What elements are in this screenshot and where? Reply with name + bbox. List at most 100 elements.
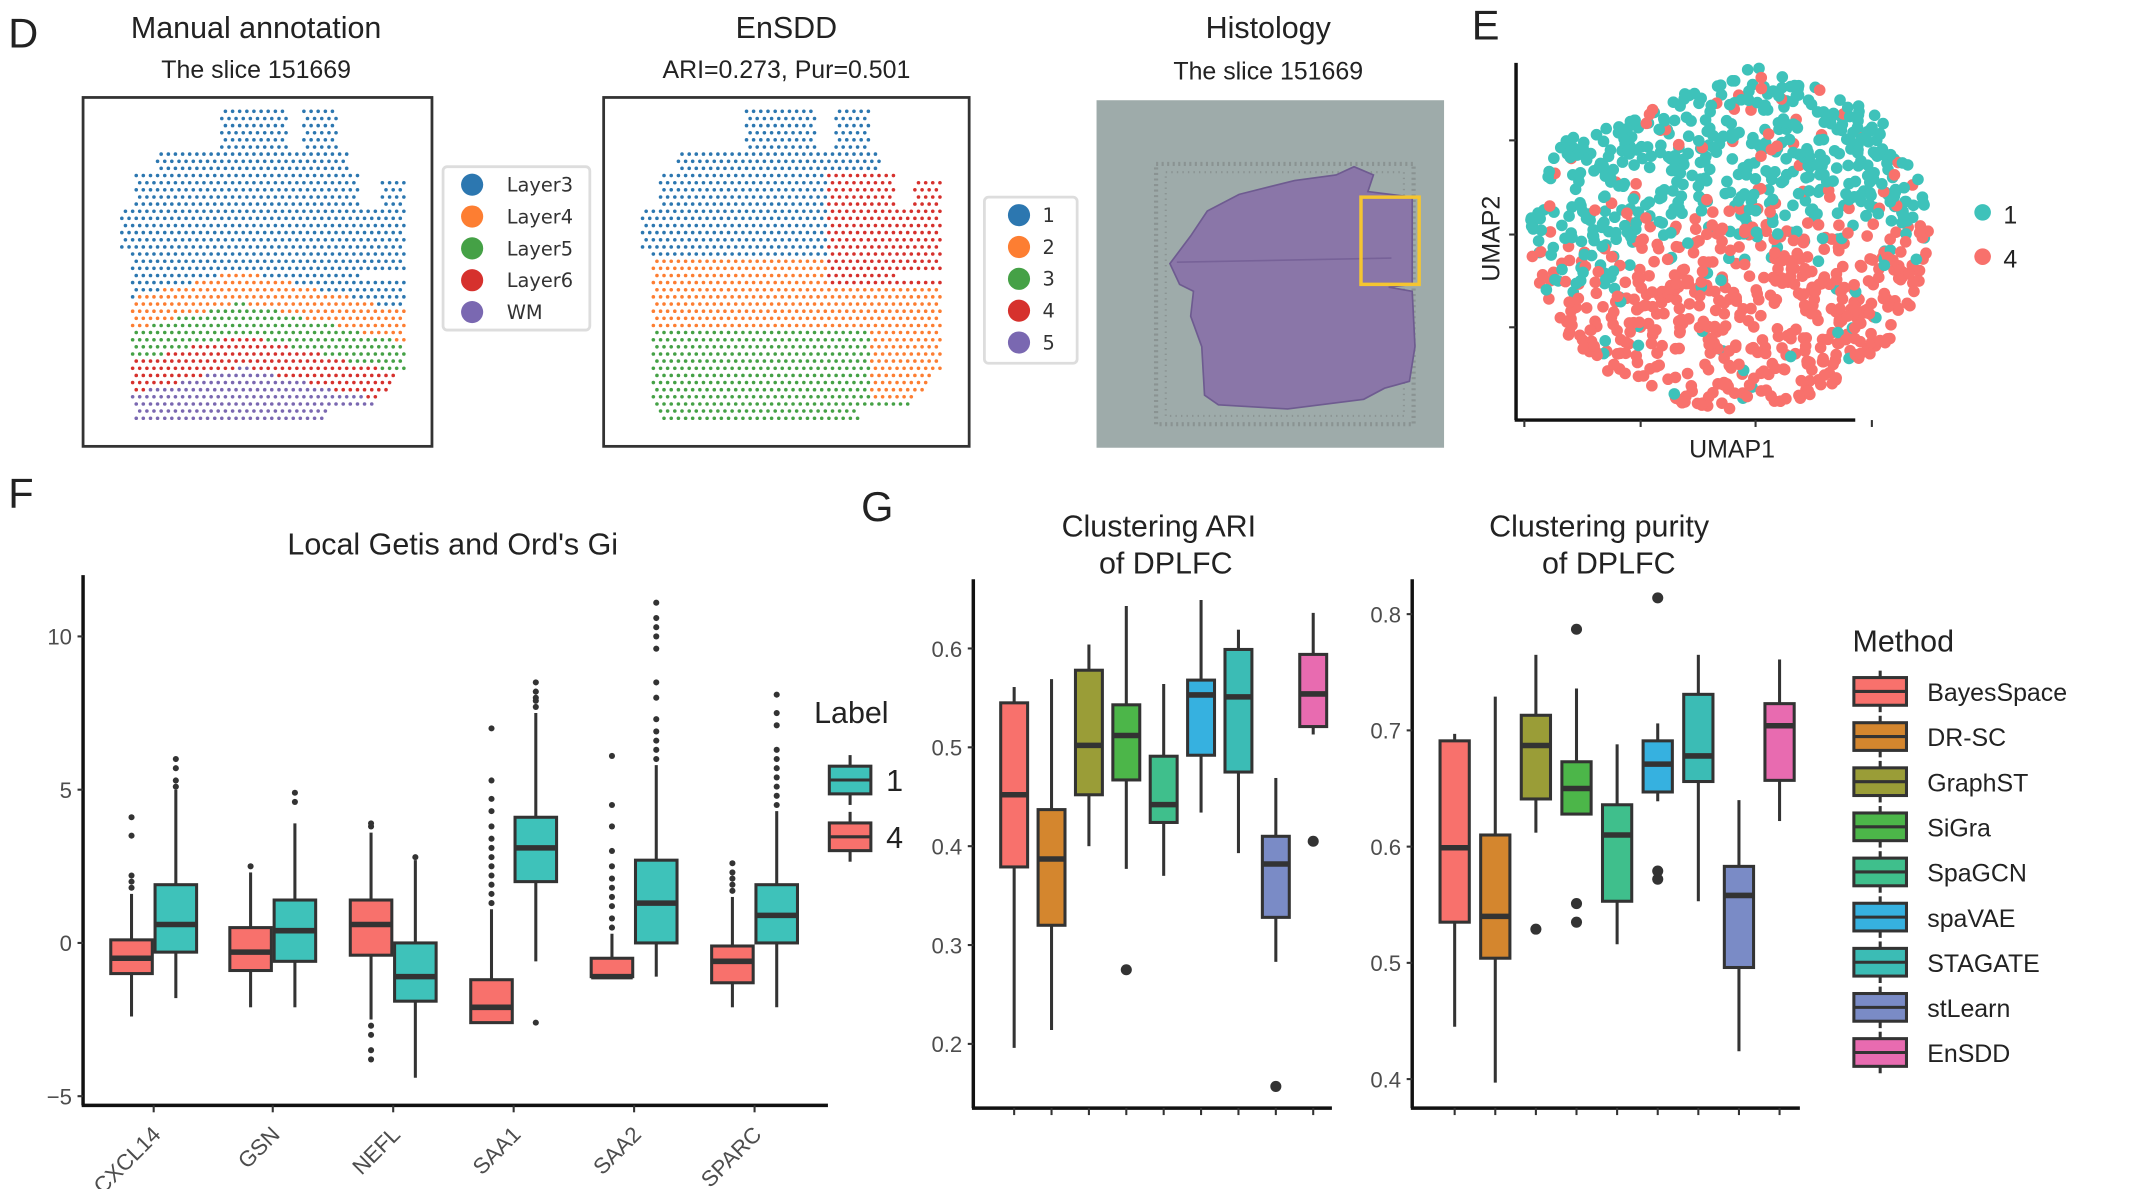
tissue-spot [145, 209, 149, 214]
tissue-spot [676, 373, 681, 378]
tissue-spot [844, 309, 849, 314]
tissue-spot [248, 302, 253, 306]
tissue-spot [834, 302, 838, 306]
tissue-spot [298, 173, 303, 178]
tissue-spot [227, 259, 231, 264]
tissue-spot [673, 295, 677, 299]
tissue-spot [690, 188, 695, 192]
tissue-spot [769, 116, 774, 121]
tissue-spot [834, 202, 838, 206]
umap-point-label-1 [1773, 90, 1785, 102]
tissue-spot [859, 152, 863, 156]
tissue-spot [902, 295, 906, 299]
tissue-spot [837, 152, 842, 156]
tissue-spot [295, 209, 299, 214]
tissue-spot [341, 373, 346, 378]
tissue-spot [394, 295, 399, 299]
tissue-spot [284, 302, 288, 306]
legend-label-layer6: Layer6 [507, 269, 573, 292]
tissue-spot [733, 202, 738, 206]
tissue-spot [805, 402, 810, 406]
tissue-spot [266, 109, 270, 114]
tissue-spot [198, 216, 203, 221]
tissue-spot [230, 309, 235, 314]
tissue-spot [359, 337, 363, 342]
tissue-spot [152, 266, 156, 271]
tissue-spot [212, 330, 217, 335]
tissue-spot [870, 373, 874, 378]
outlier-point [172, 755, 179, 763]
tissue-spot [748, 159, 752, 164]
tissue-spot [683, 287, 688, 292]
tissue-spot [330, 266, 335, 271]
chart-f-x-tick-label: SPARC [696, 1122, 766, 1189]
umap-point-label-1 [1667, 185, 1679, 197]
tissue-spot [148, 273, 153, 278]
tissue-spot [337, 166, 342, 171]
tissue-spot [337, 180, 342, 185]
tissue-spot [287, 252, 292, 256]
umap-point-label-1 [1771, 228, 1784, 240]
tissue-spot [816, 295, 820, 299]
tissue-spot [359, 394, 363, 399]
outlier-point [532, 1019, 539, 1026]
tissue-spot [198, 188, 203, 192]
tissue-spot [202, 237, 206, 242]
tissue-spot [920, 230, 924, 235]
tissue-spot [209, 180, 213, 185]
tissue-spot [809, 266, 813, 271]
tissue-spot [277, 359, 281, 363]
umap-point-label-4 [1904, 299, 1916, 312]
tissue-spot [362, 402, 367, 406]
tissue-spot [762, 287, 767, 292]
tissue-spot [141, 273, 146, 278]
tissue-spot [694, 352, 699, 356]
tissue-spot [359, 352, 363, 356]
tissue-spot [716, 409, 720, 413]
tissue-spot [733, 345, 738, 349]
tissue-spot [690, 287, 695, 292]
tissue-spot [362, 245, 367, 249]
tissue-spot [148, 416, 153, 421]
tissue-spot [762, 130, 767, 135]
box-saa2-label-4 [589, 752, 635, 980]
tissue-spot [665, 409, 670, 413]
tissue-spot [744, 180, 749, 185]
tissue-spot [837, 352, 842, 356]
umap-point-label-1 [1717, 130, 1730, 143]
tissue-spot [751, 152, 756, 156]
tissue-spot [651, 209, 656, 214]
tissue-spot [934, 259, 939, 264]
tissue-spot [245, 109, 249, 114]
tissue-spot [277, 245, 281, 249]
umap-point-label-4 [1670, 277, 1683, 290]
umap-point-label-1 [1816, 232, 1829, 245]
tissue-spot [305, 345, 310, 349]
tissue-spot [269, 259, 274, 264]
tissue-spot [245, 180, 249, 185]
tissue-spot [312, 330, 317, 335]
umap-point-label-1 [1560, 135, 1573, 147]
tissue-spot [812, 359, 817, 363]
outlier-point [773, 691, 780, 698]
tissue-spot [923, 337, 928, 342]
umap-point-label-1 [1851, 121, 1864, 134]
tissue-spot [237, 323, 242, 328]
tissue-spot [269, 230, 274, 235]
tissue-spot [245, 295, 249, 299]
tissue-spot [812, 216, 817, 221]
umap-point-label-4 [1854, 335, 1867, 348]
tissue-spot [202, 209, 206, 214]
tissue-spot [309, 209, 313, 214]
tissue-spot [198, 273, 203, 278]
tissue-spot [683, 316, 688, 321]
tissue-spot [302, 152, 306, 156]
tissue-spot [830, 266, 835, 271]
tissue-spot [312, 387, 317, 392]
tissue-spot [802, 323, 806, 328]
umap-point-label-4 [1842, 227, 1854, 239]
tissue-spot [748, 287, 752, 292]
tissue-spot [834, 230, 838, 235]
tissue-spot [298, 287, 303, 292]
tissue-spot [187, 237, 192, 242]
